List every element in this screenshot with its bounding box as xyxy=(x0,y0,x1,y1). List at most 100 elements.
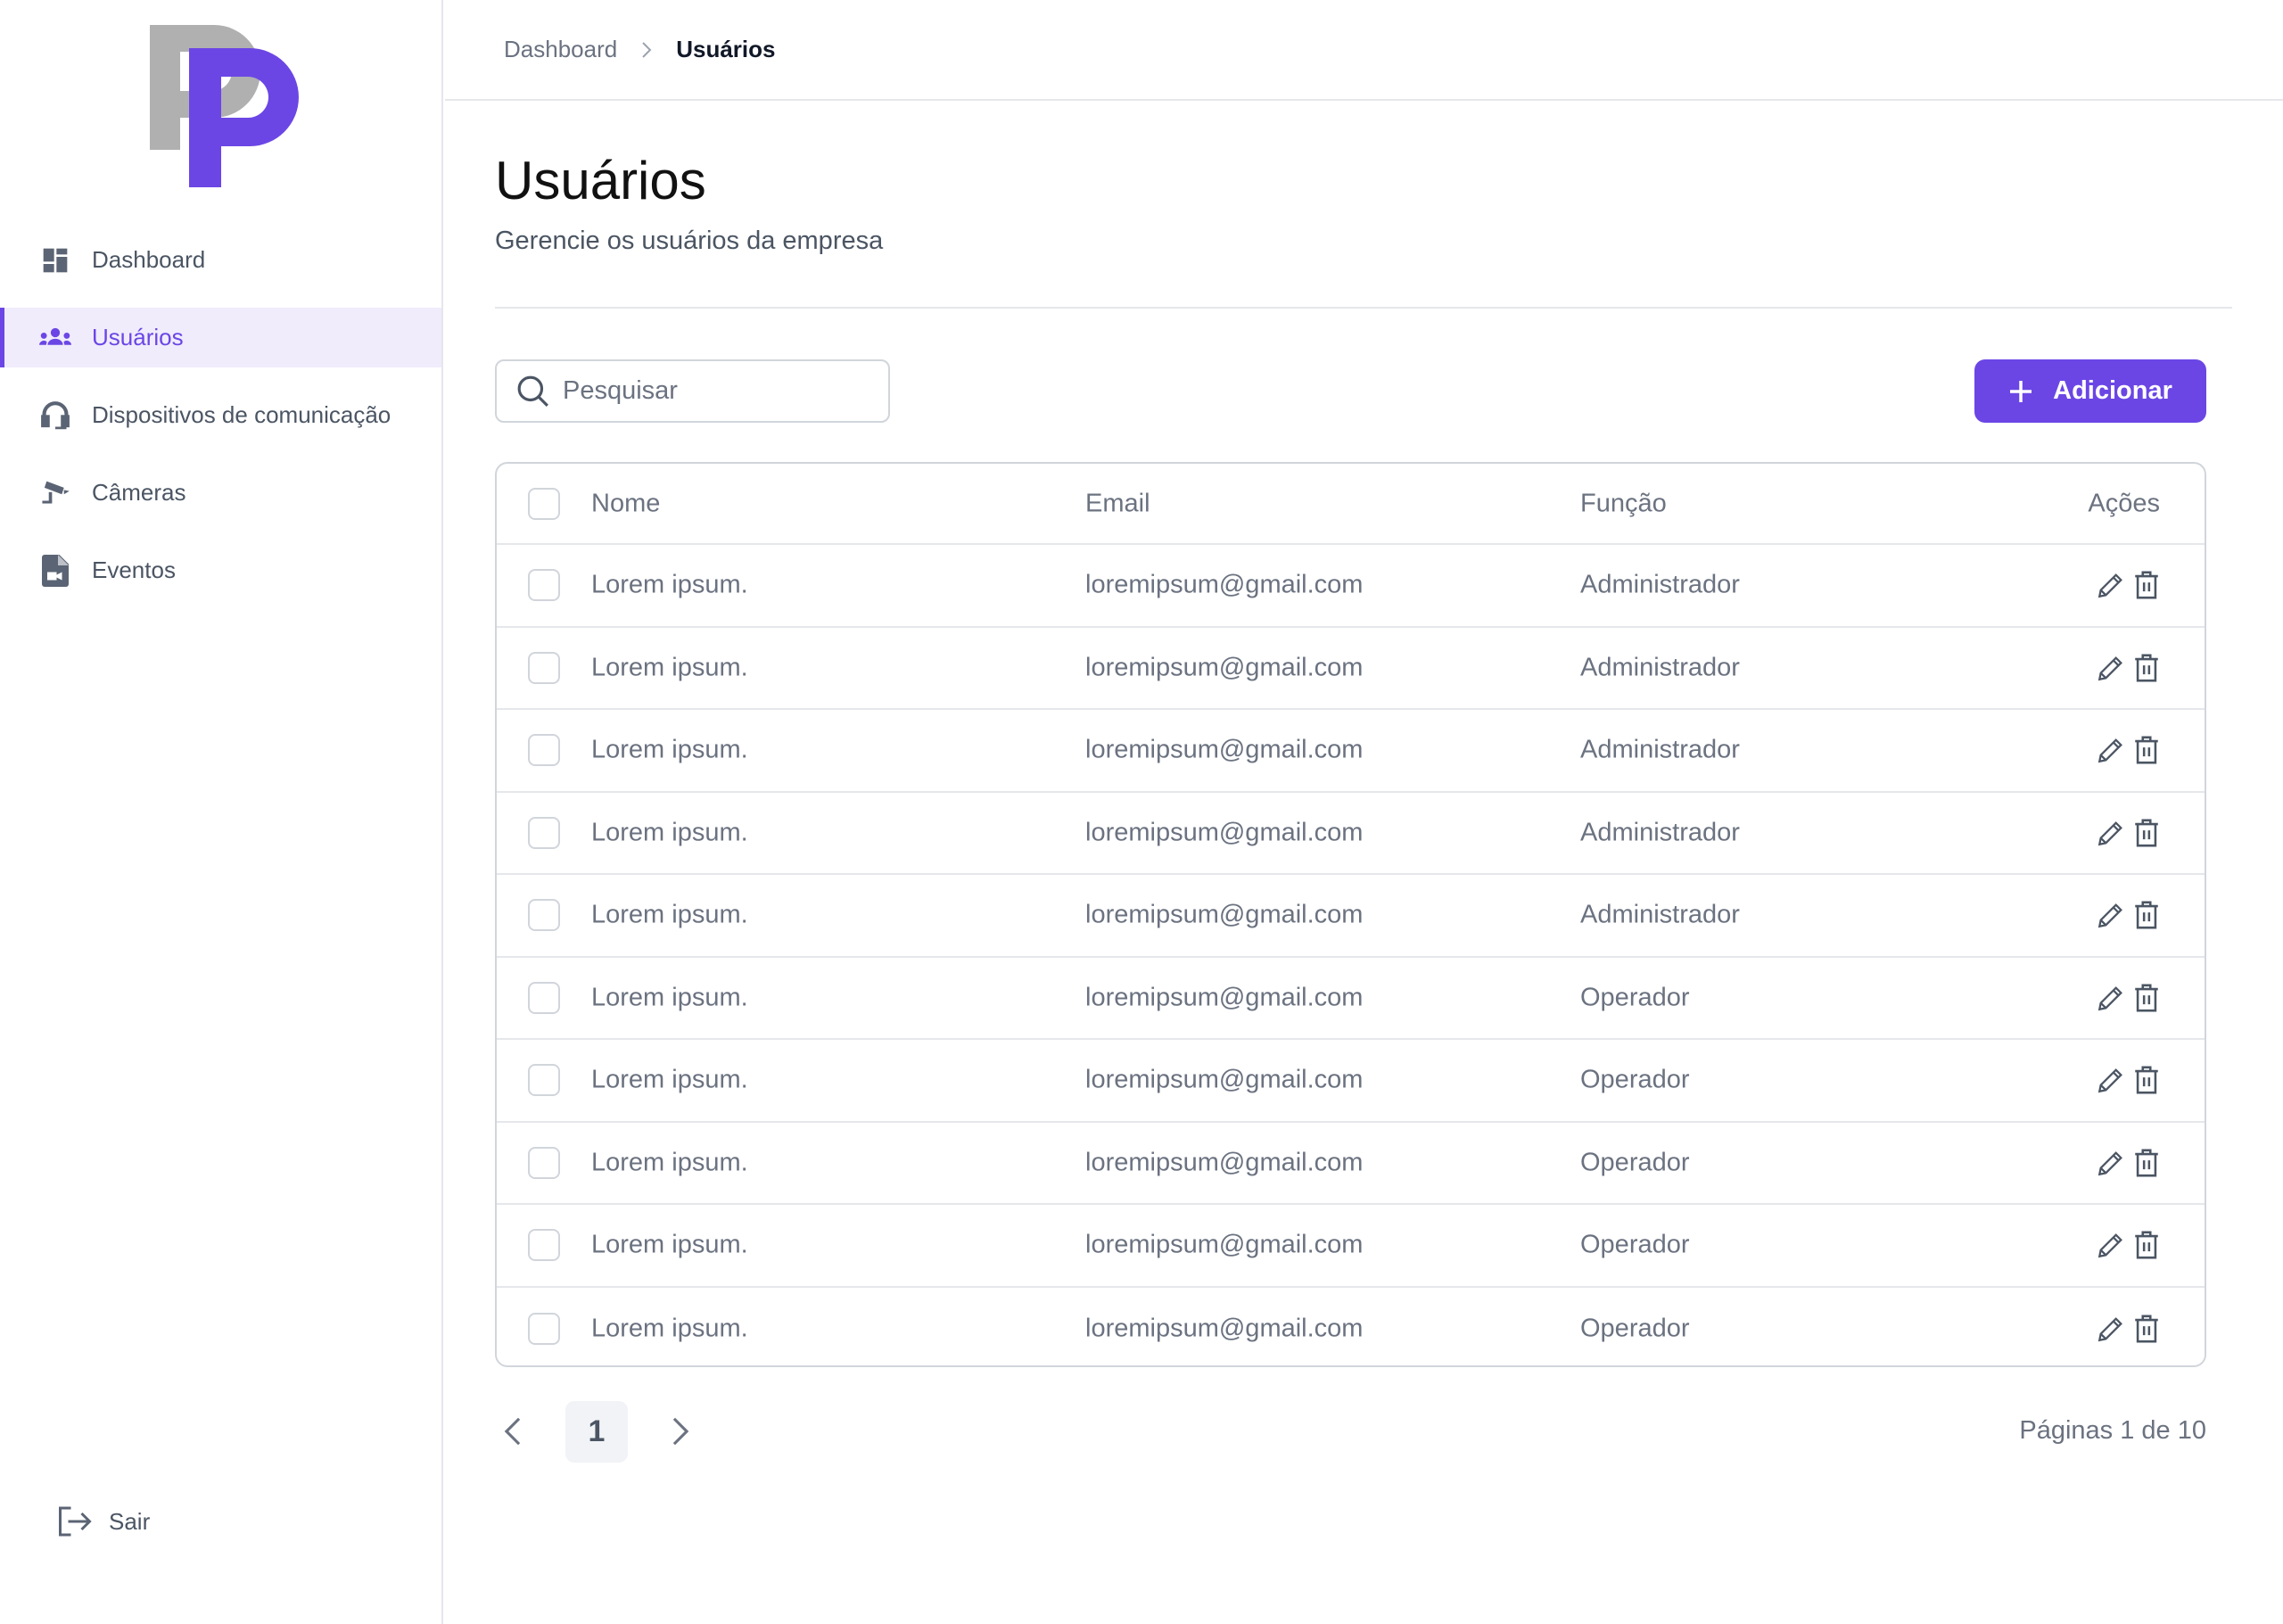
dashboard-icon xyxy=(39,244,71,276)
table-row: Lorem ipsum. loremipsum@gmail.com Admini… xyxy=(497,793,2205,875)
camera-icon xyxy=(39,477,71,509)
company-logo xyxy=(150,25,299,187)
chevron-right-icon xyxy=(642,41,652,58)
previous-page-button[interactable] xyxy=(499,1416,526,1451)
cell-role: Administrador xyxy=(1580,900,1740,929)
table-row: Lorem ipsum. loremipsum@gmail.com Admini… xyxy=(497,710,2205,793)
sidebar-item-label: Câmeras xyxy=(92,479,186,506)
cell-name: Lorem ipsum. xyxy=(591,1230,748,1259)
edit-icon[interactable] xyxy=(2096,1230,2126,1260)
trash-icon[interactable] xyxy=(2133,900,2160,930)
search-box[interactable] xyxy=(495,359,890,423)
edit-icon[interactable] xyxy=(2096,818,2126,848)
cell-email: loremipsum@gmail.com xyxy=(1085,735,1364,764)
sidebar-item-usuarios[interactable]: Usuários xyxy=(0,308,441,367)
table-row: Lorem ipsum. loremipsum@gmail.com Admini… xyxy=(497,545,2205,628)
table-row: Lorem ipsum. loremipsum@gmail.com Operad… xyxy=(497,1288,2205,1366)
search-input[interactable] xyxy=(563,376,857,406)
sidebar-item-dispositivos[interactable]: Dispositivos de comunicação xyxy=(0,385,441,445)
top-bar: Dashboard Usuários xyxy=(445,0,2283,101)
trash-icon[interactable] xyxy=(2133,1314,2160,1344)
trash-icon[interactable] xyxy=(2133,653,2160,683)
row-checkbox[interactable] xyxy=(528,1146,560,1179)
cell-role: Operador xyxy=(1580,1314,1690,1343)
trash-icon[interactable] xyxy=(2133,735,2160,765)
cell-role: Administrador xyxy=(1580,818,1740,847)
cell-email: loremipsum@gmail.com xyxy=(1085,1230,1364,1259)
cell-email: loremipsum@gmail.com xyxy=(1085,653,1364,682)
cell-role: Administrador xyxy=(1580,735,1740,764)
row-checkbox[interactable] xyxy=(528,569,560,602)
logout-button[interactable]: Sair xyxy=(57,1505,150,1537)
edit-icon[interactable] xyxy=(2096,570,2126,600)
table-row: Lorem ipsum. loremipsum@gmail.com Operad… xyxy=(497,1040,2205,1123)
cell-role: Operador xyxy=(1580,983,1690,1012)
sidebar-item-dashboard[interactable]: Dashboard xyxy=(0,230,441,290)
edit-icon[interactable] xyxy=(2096,900,2126,930)
edit-icon[interactable] xyxy=(2096,735,2126,765)
sidebar-item-cameras[interactable]: Câmeras xyxy=(0,463,441,523)
add-button-label: Adicionar xyxy=(2053,376,2172,405)
select-all-checkbox[interactable] xyxy=(528,487,560,520)
row-checkbox[interactable] xyxy=(528,981,560,1014)
trash-icon[interactable] xyxy=(2133,1230,2160,1260)
divider xyxy=(495,307,2232,309)
cell-email: loremipsum@gmail.com xyxy=(1085,570,1364,599)
row-checkbox[interactable] xyxy=(528,1229,560,1262)
edit-icon[interactable] xyxy=(2096,983,2126,1013)
sidebar-item-label: Dispositivos de comunicação xyxy=(92,401,391,428)
plus-icon xyxy=(2010,380,2032,402)
logout-icon xyxy=(59,1506,92,1537)
edit-icon[interactable] xyxy=(2096,1314,2126,1344)
page-subtitle: Gerencie os usuários da empresa xyxy=(495,227,884,255)
cell-role: Administrador xyxy=(1580,653,1740,682)
edit-icon[interactable] xyxy=(2096,1065,2126,1095)
table-row: Lorem ipsum. loremipsum@gmail.com Operad… xyxy=(497,1123,2205,1205)
logout-label: Sair xyxy=(109,1507,151,1535)
cell-email: loremipsum@gmail.com xyxy=(1085,1065,1364,1094)
users-table: Nome Email Função Ações Lorem ipsum. lor… xyxy=(495,462,2206,1367)
video-file-icon xyxy=(39,554,71,587)
row-checkbox[interactable] xyxy=(528,651,560,684)
cell-role: Operador xyxy=(1580,1065,1690,1094)
page-title: Usuários xyxy=(495,151,706,210)
cell-name: Lorem ipsum. xyxy=(591,983,748,1012)
row-checkbox[interactable] xyxy=(528,734,560,767)
breadcrumb-dashboard[interactable]: Dashboard xyxy=(504,36,618,62)
table-row: Lorem ipsum. loremipsum@gmail.com Admini… xyxy=(497,628,2205,710)
table-header: Nome Email Função Ações xyxy=(497,464,2205,545)
cell-name: Lorem ipsum. xyxy=(591,1148,748,1177)
sidebar-item-eventos[interactable]: Eventos xyxy=(0,540,441,600)
headset-icon xyxy=(39,400,71,432)
column-header-acoes: Ações xyxy=(2088,489,2160,517)
trash-icon[interactable] xyxy=(2133,983,2160,1013)
cell-role: Operador xyxy=(1580,1148,1690,1177)
sidebar-item-label: Usuários xyxy=(92,324,184,350)
table-body: Lorem ipsum. loremipsum@gmail.com Admini… xyxy=(497,545,2205,1366)
trash-icon[interactable] xyxy=(2133,1065,2160,1095)
cell-name: Lorem ipsum. xyxy=(591,570,748,599)
trash-icon[interactable] xyxy=(2133,570,2160,600)
cell-role: Operador xyxy=(1580,1230,1690,1259)
trash-icon[interactable] xyxy=(2133,818,2160,848)
cell-name: Lorem ipsum. xyxy=(591,735,748,764)
users-icon xyxy=(39,322,71,354)
row-checkbox[interactable] xyxy=(528,1064,560,1097)
column-header-email: Email xyxy=(1085,489,1150,517)
sidebar-item-label: Dashboard xyxy=(92,246,206,273)
next-page-button[interactable] xyxy=(667,1416,694,1451)
row-checkbox[interactable] xyxy=(528,816,560,849)
trash-icon[interactable] xyxy=(2133,1148,2160,1178)
search-icon xyxy=(517,375,548,407)
row-checkbox[interactable] xyxy=(528,899,560,932)
cell-email: loremipsum@gmail.com xyxy=(1085,1314,1364,1343)
edit-icon[interactable] xyxy=(2096,653,2126,683)
cell-email: loremipsum@gmail.com xyxy=(1085,1148,1364,1177)
row-checkbox[interactable] xyxy=(528,1312,560,1345)
edit-icon[interactable] xyxy=(2096,1148,2126,1178)
column-header-funcao: Função xyxy=(1580,489,1667,517)
add-user-button[interactable]: Adicionar xyxy=(1974,359,2206,423)
cell-name: Lorem ipsum. xyxy=(591,818,748,847)
page-number-button[interactable]: 1 xyxy=(565,1401,628,1463)
cell-name: Lorem ipsum. xyxy=(591,900,748,929)
